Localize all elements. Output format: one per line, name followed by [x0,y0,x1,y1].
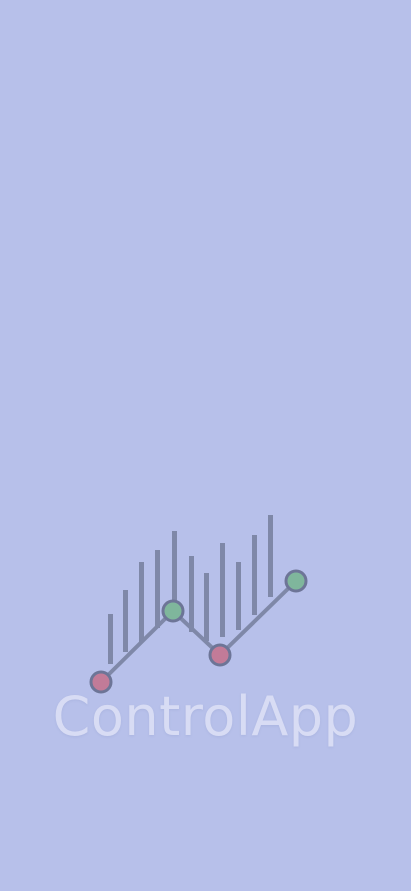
logo-line [99,579,298,684]
app-name: ControlApp [52,685,359,748]
logo-node-red [89,670,113,694]
logo-bar [139,562,144,642]
logo-bar [268,515,273,597]
logo-node-green [161,599,185,623]
logo-bar [108,614,113,664]
logo-node-red [208,643,232,667]
logo-bar [155,550,160,628]
logo-bar [252,535,257,615]
logo-node-green [284,569,308,593]
logo-bar [236,562,241,630]
logo-bar [204,573,209,641]
logo-bar [220,543,225,637]
logo-bar [123,590,128,652]
logo-bar [172,531,177,601]
logo-bars [108,515,273,664]
logo-bar [189,556,194,632]
